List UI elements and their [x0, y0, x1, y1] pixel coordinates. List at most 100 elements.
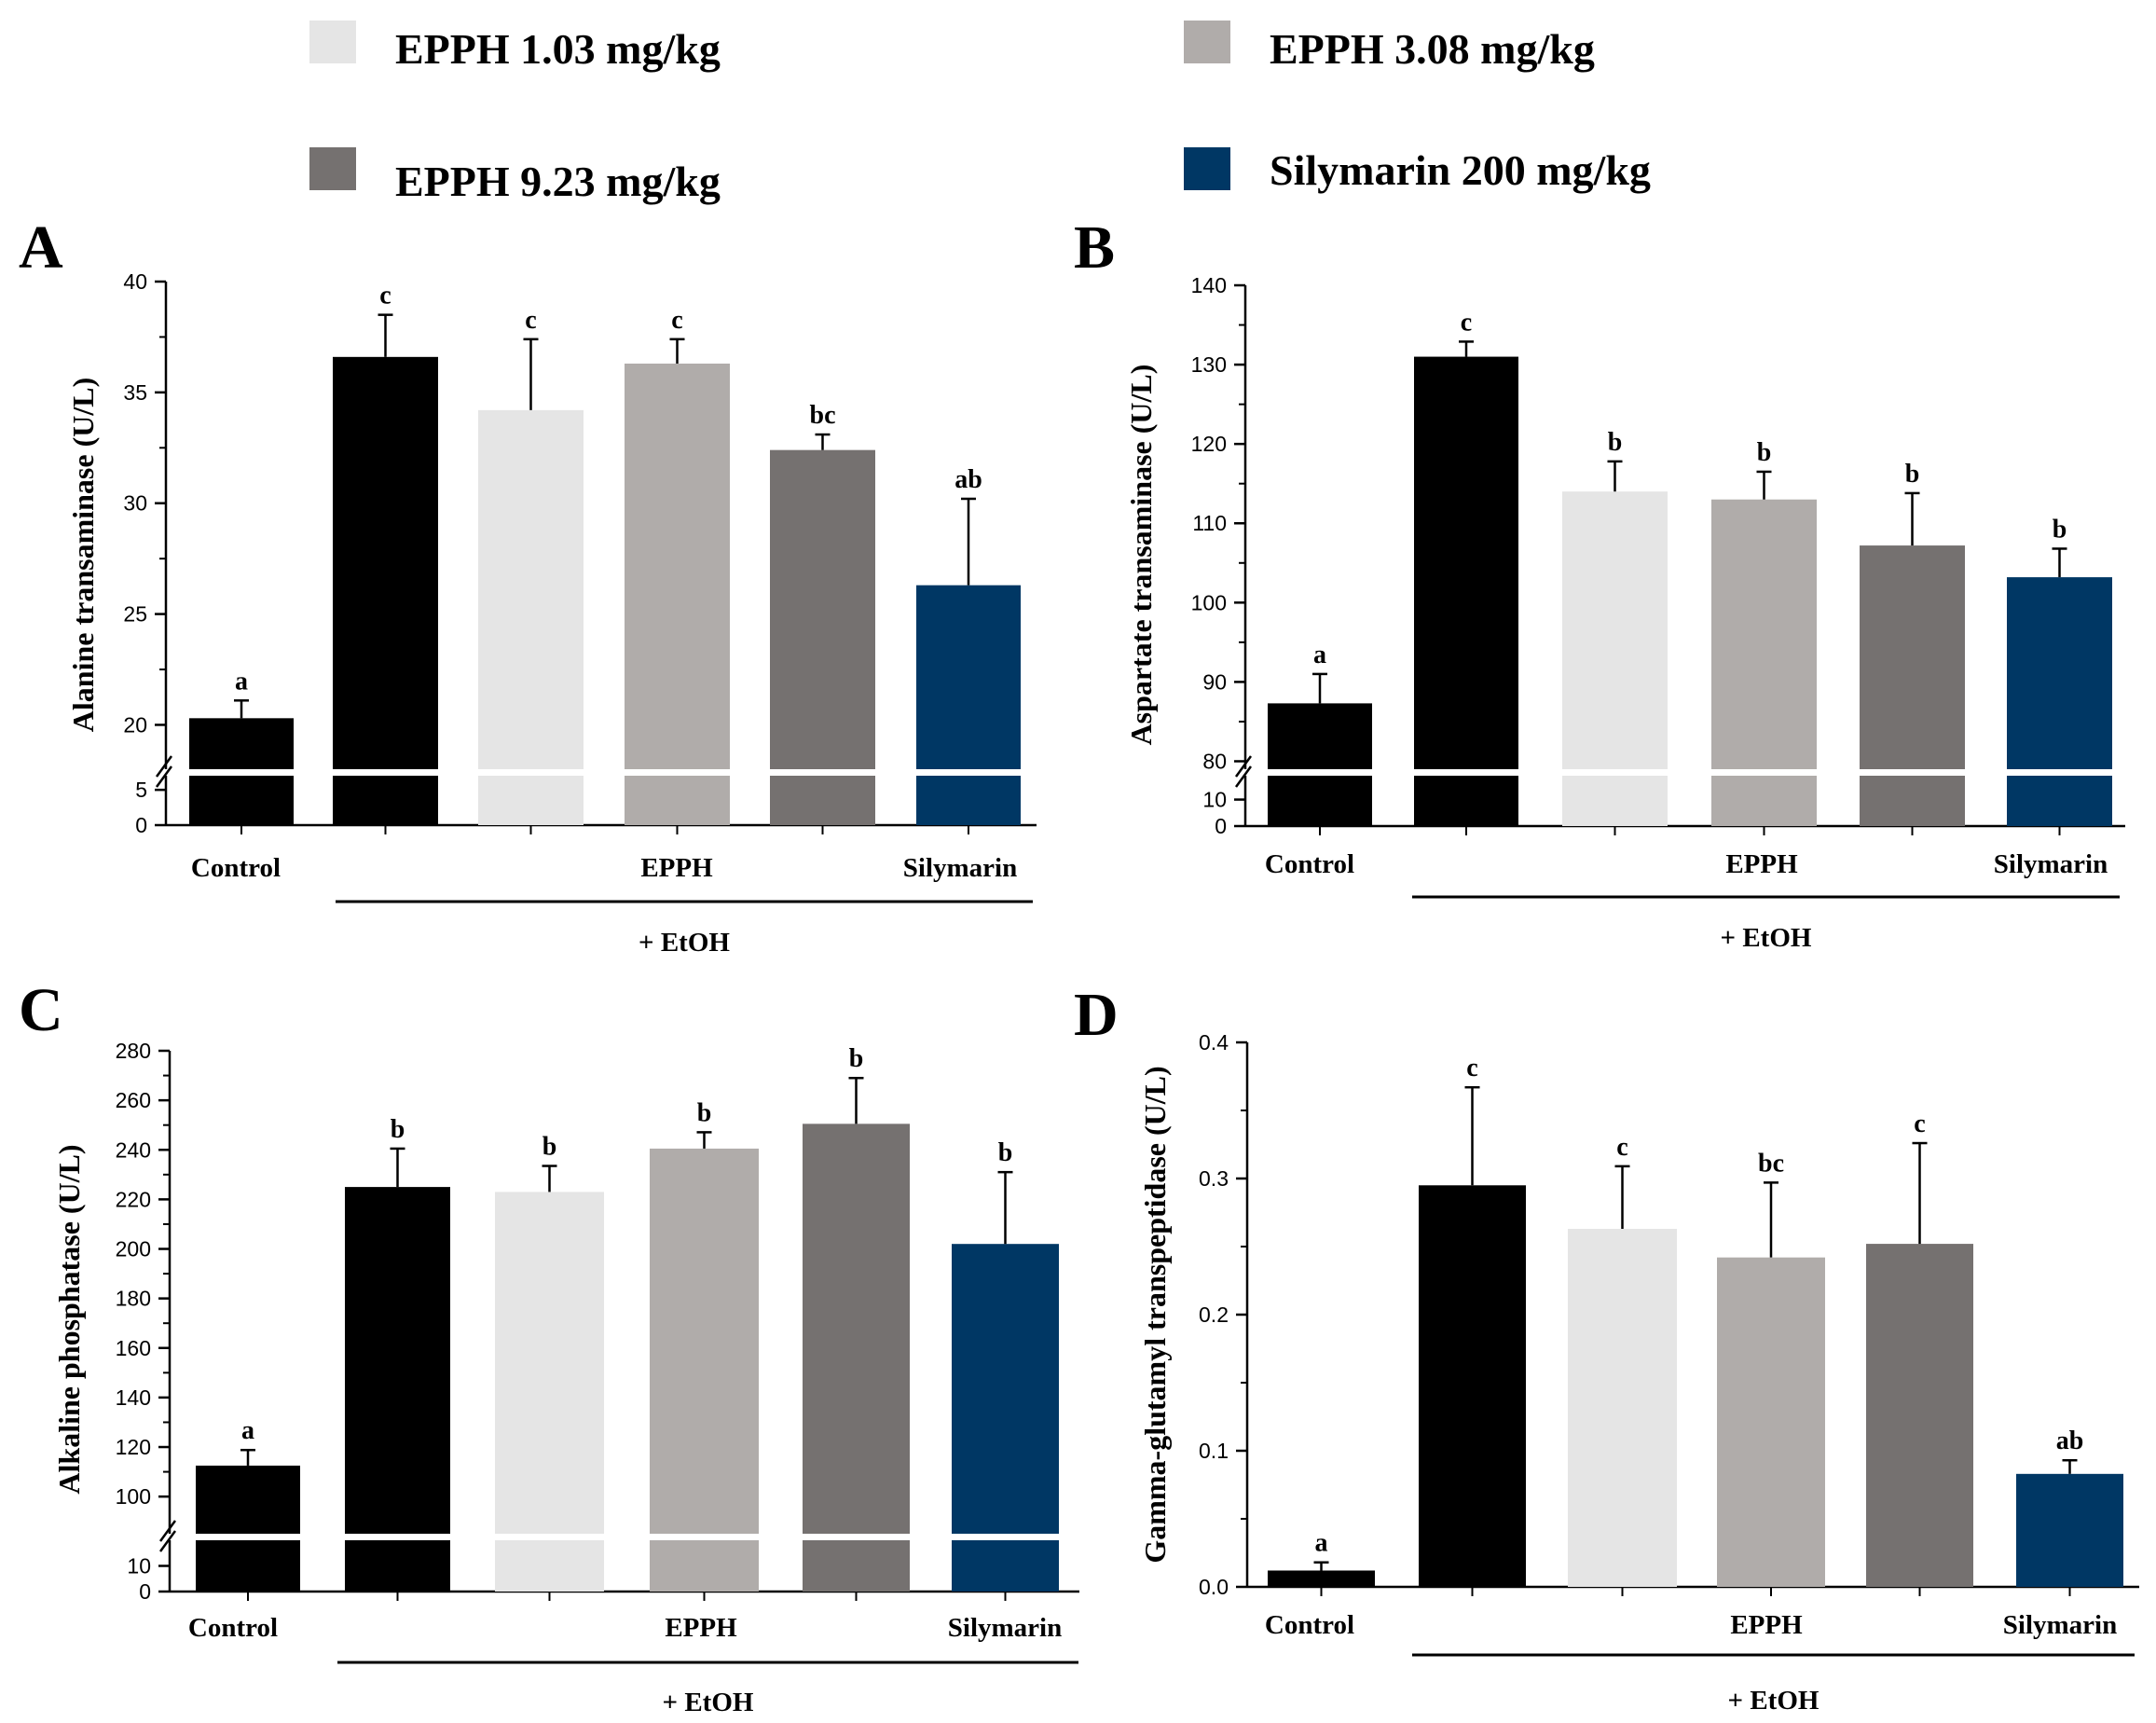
- bar: [1711, 499, 1817, 826]
- etoh-group-label: + EtOH: [1728, 1686, 1820, 1716]
- bar: [1414, 356, 1518, 826]
- y-tick-label: 280: [116, 1039, 151, 1063]
- category-label-epph: EPPH: [640, 853, 713, 883]
- panel-letter-a: A: [19, 214, 63, 282]
- y-tick-label: 0.3: [1199, 1166, 1229, 1191]
- y-tick-label: 140: [1191, 273, 1227, 297]
- bar: [1568, 1229, 1677, 1587]
- category-label-control: Control: [1265, 849, 1354, 879]
- y-tick-label: 10: [127, 1554, 151, 1578]
- y-tick-label: 5: [135, 778, 147, 802]
- significance-label: ab: [2056, 1427, 2084, 1455]
- y-tick-label: 140: [116, 1385, 151, 1410]
- category-label-silymarin: Silymarin: [903, 853, 1017, 883]
- significance-label: b: [697, 1098, 712, 1127]
- axis-break-mark: [158, 1530, 177, 1552]
- bar: [770, 449, 875, 825]
- bar: [333, 356, 438, 825]
- legend-label: EPPH 9.23 mg/kg: [395, 158, 721, 205]
- etoh-group-label: + EtOH: [639, 928, 730, 958]
- chart-panel-a: 20 25 30 35 40 0 5 a c c c bc ab Alanine transaminase…: [66, 269, 1038, 958]
- y-axis-label: Aspartate transaminase (U/L): [1124, 365, 1158, 746]
- significance-label: ab: [954, 465, 982, 494]
- y-axis-label: Alanine transaminase (U/L): [66, 378, 100, 732]
- panel-letter-b: B: [1074, 214, 1115, 282]
- significance-label: a: [235, 667, 248, 696]
- significance-label: b: [998, 1138, 1013, 1167]
- significance-label: c: [1466, 1054, 1477, 1082]
- y-tick-label: 20: [123, 712, 147, 737]
- y-tick-label: 30: [123, 491, 147, 516]
- etoh-group-label: + EtOH: [1721, 923, 1812, 953]
- y-tick-label: 0.2: [1199, 1303, 1229, 1327]
- y-axis-label: Alkaline phosphatase (U/L): [52, 1144, 86, 1494]
- category-label-control: Control: [191, 853, 281, 883]
- y-tick-label: 0.4: [1199, 1030, 1229, 1054]
- etoh-group-label: + EtOH: [663, 1688, 754, 1717]
- significance-label: c: [379, 282, 391, 310]
- y-tick-label: 220: [116, 1187, 151, 1211]
- bar: [1268, 703, 1372, 826]
- y-tick-label: 0.1: [1199, 1439, 1229, 1463]
- category-label-silymarin: Silymarin: [1994, 849, 2108, 879]
- axis-break-gap: [151, 1534, 1081, 1540]
- bar: [1562, 491, 1668, 826]
- y-tick-label: 25: [123, 602, 147, 627]
- axis-break-mark: [1234, 755, 1253, 778]
- bar: [1268, 1570, 1375, 1587]
- bar: [650, 1148, 759, 1592]
- axis-break-mark: [158, 1520, 177, 1542]
- significance-label: bc: [810, 401, 836, 430]
- axis-break-gap: [1227, 769, 2127, 776]
- y-tick-label: 100: [116, 1484, 151, 1509]
- legend-item-epph-1-03: EPPH 1.03 mg/kg: [309, 21, 721, 73]
- bar: [2007, 577, 2112, 826]
- y-tick-label: 120: [1191, 432, 1227, 456]
- significance-label: b: [849, 1044, 864, 1073]
- bar: [625, 363, 730, 825]
- y-tick-label: 110: [1192, 511, 1227, 535]
- category-label-control: Control: [188, 1613, 278, 1643]
- legend-label: EPPH 1.03 mg/kg: [395, 25, 721, 73]
- axis-break-mark: [1234, 765, 1253, 788]
- category-label-epph: EPPH: [1725, 849, 1798, 879]
- y-tick-label: 90: [1202, 669, 1227, 694]
- bar: [345, 1187, 450, 1592]
- chart-panel-d: 0.0 0.1 0.2 0.3 0.4 a c c bc c ab Gamma-glutamyl tr…: [1138, 1030, 2139, 1716]
- panel-letter-d: D: [1074, 981, 1119, 1049]
- significance-label: c: [525, 306, 536, 335]
- legend-item-epph-9-23: EPPH 9.23 mg/kg: [309, 147, 721, 205]
- significance-label: a: [241, 1416, 254, 1445]
- significance-label: a: [1313, 641, 1326, 669]
- y-tick-label: 240: [116, 1137, 151, 1162]
- significance-label: b: [1905, 460, 1920, 489]
- bar: [916, 585, 1021, 825]
- category-label-control: Control: [1265, 1610, 1354, 1640]
- y-tick-label: 0: [135, 813, 147, 837]
- y-tick-label: 0: [139, 1579, 151, 1604]
- significance-label: b: [542, 1133, 557, 1162]
- axis-break-mark: [155, 755, 173, 778]
- legend: EPPH 1.03 mg/kg EPPH 3.08 mg/kg EPPH 9.2…: [309, 21, 1651, 205]
- y-tick-label: 80: [1202, 749, 1227, 773]
- category-label-epph: EPPH: [1730, 1610, 1803, 1640]
- category-label-silymarin: Silymarin: [948, 1613, 1062, 1643]
- significance-label: a: [1315, 1529, 1328, 1558]
- chart-panel-c: 100 120 140 160 180 200 220 240 260 280 010 a b b b b b A…: [52, 1039, 1081, 1717]
- category-label-silymarin: Silymarin: [2003, 1610, 2117, 1640]
- significance-label: c: [671, 306, 682, 335]
- significance-label: b: [391, 1115, 405, 1144]
- legend-swatch: [309, 21, 356, 63]
- bar: [1717, 1257, 1825, 1587]
- y-tick-label: 0.0: [1199, 1575, 1229, 1599]
- bar: [1860, 545, 1965, 826]
- y-tick-label: 120: [116, 1435, 151, 1459]
- significance-label: b: [1757, 438, 1772, 467]
- significance-label: b: [2053, 515, 2067, 544]
- significance-label: c: [1616, 1133, 1627, 1162]
- y-axis-label: Gamma-glutamyl transpeptidase (U/L): [1138, 1066, 1172, 1563]
- y-tick-label: 35: [123, 380, 147, 405]
- bar: [1866, 1244, 1973, 1587]
- y-tick-label: 200: [116, 1237, 151, 1261]
